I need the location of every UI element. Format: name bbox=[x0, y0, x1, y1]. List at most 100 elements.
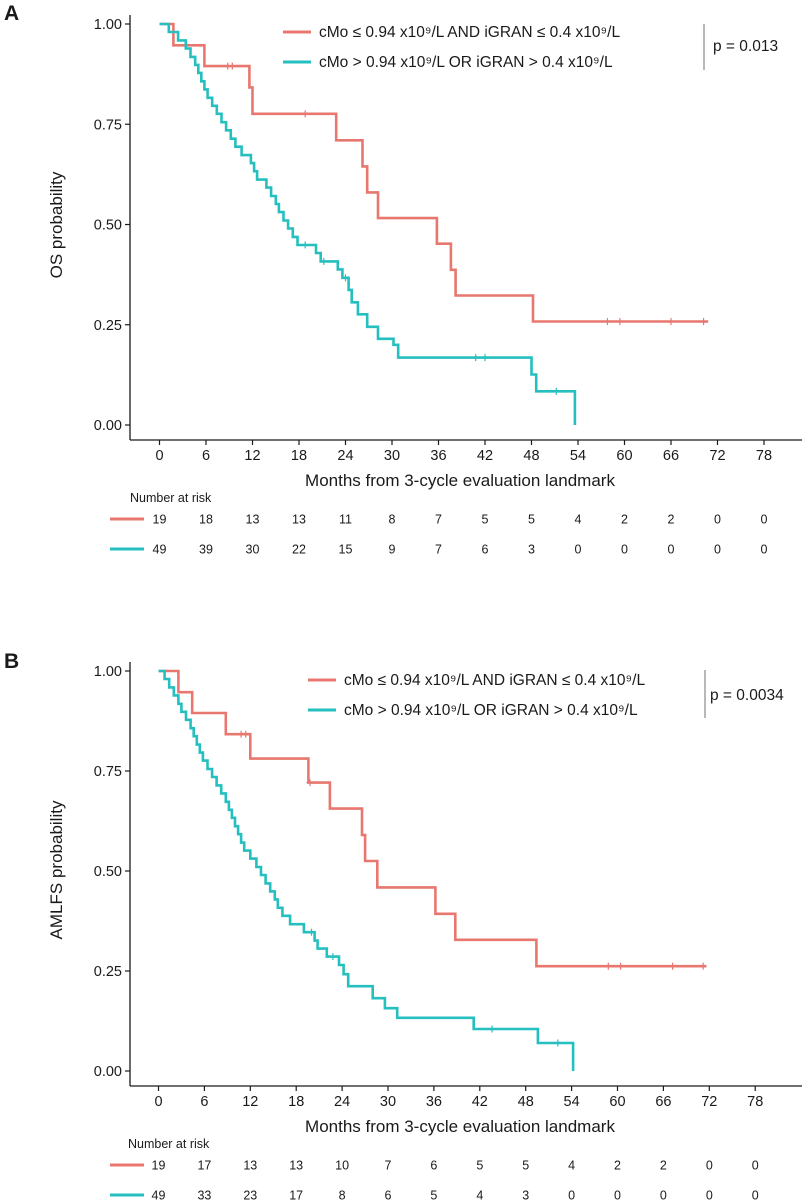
risk-count: 49 bbox=[153, 543, 167, 557]
x-tick-label: 48 bbox=[523, 448, 539, 464]
y-tick-label: 0.50 bbox=[94, 864, 122, 880]
risk-count: 6 bbox=[482, 543, 489, 557]
risk-count: 4 bbox=[575, 513, 582, 527]
risk-count: 5 bbox=[528, 513, 535, 527]
risk-count: 0 bbox=[706, 1189, 713, 1200]
risk-count: 3 bbox=[528, 543, 535, 557]
risk-count: 11 bbox=[339, 513, 352, 527]
risk-count: 0 bbox=[568, 1189, 575, 1200]
risk-table-title: Number at risk bbox=[128, 1137, 210, 1151]
risk-count: 0 bbox=[761, 543, 768, 557]
y-axis-title: OS probability bbox=[47, 171, 66, 278]
x-tick-label: 6 bbox=[200, 1094, 208, 1110]
survival-curve-1 bbox=[159, 22, 709, 323]
risk-count: 13 bbox=[243, 1159, 257, 1173]
legend-label-2: cMo > 0.94 x10⁹/L OR iGRAN > 0.4 x10⁹/L bbox=[319, 54, 613, 71]
panel-a: A0.000.250.500.751.000 6 12 18 24 30 36 42 48 54 6… bbox=[4, 2, 802, 557]
y-tick-label: 0.75 bbox=[94, 117, 122, 133]
risk-count: 17 bbox=[289, 1189, 303, 1200]
risk-count: 5 bbox=[476, 1159, 483, 1173]
y-tick-label: 0.25 bbox=[94, 964, 122, 980]
x-tick-label: 18 bbox=[291, 448, 307, 464]
x-tick-label: 78 bbox=[747, 1094, 763, 1110]
risk-count: 8 bbox=[339, 1189, 346, 1200]
risk-count: 19 bbox=[152, 1159, 166, 1173]
risk-count: 0 bbox=[668, 543, 675, 557]
risk-count: 0 bbox=[714, 513, 721, 527]
risk-count: 6 bbox=[385, 1189, 392, 1200]
x-tick-label: 18 bbox=[288, 1094, 304, 1110]
p-value: p = 0.013 bbox=[713, 38, 778, 55]
x-tick-label: 60 bbox=[616, 448, 632, 464]
panel-label: A bbox=[4, 2, 19, 25]
x-tick-label: 72 bbox=[701, 1094, 717, 1110]
y-tick-label: 0.00 bbox=[94, 418, 122, 434]
x-tick-label: 24 bbox=[334, 1094, 350, 1110]
risk-count: 13 bbox=[292, 513, 306, 527]
risk-count: 30 bbox=[246, 543, 260, 557]
risk-count: 13 bbox=[289, 1159, 303, 1173]
risk-count: 17 bbox=[197, 1159, 211, 1173]
risk-count: 49 bbox=[152, 1189, 166, 1200]
p-value: p = 0.0034 bbox=[710, 687, 784, 704]
risk-table-title: Number at risk bbox=[130, 491, 212, 505]
survival-curve-2 bbox=[158, 669, 575, 1071]
x-tick-label: 54 bbox=[564, 1094, 580, 1110]
x-tick-label: 66 bbox=[663, 448, 679, 464]
risk-count: 6 bbox=[430, 1159, 437, 1173]
y-tick-label: 0.75 bbox=[94, 764, 122, 780]
x-tick-label: 0 bbox=[154, 1094, 162, 1110]
x-tick-label: 36 bbox=[426, 1094, 442, 1110]
risk-count: 7 bbox=[385, 1159, 392, 1173]
risk-count: 0 bbox=[706, 1159, 713, 1173]
risk-count: 18 bbox=[199, 513, 213, 527]
risk-count: 15 bbox=[339, 543, 353, 557]
x-tick-label: 60 bbox=[609, 1094, 625, 1110]
survival-curve-2 bbox=[159, 22, 577, 425]
risk-count: 22 bbox=[292, 543, 306, 557]
risk-count: 0 bbox=[660, 1189, 667, 1200]
risk-count: 0 bbox=[714, 543, 721, 557]
panel-label: B bbox=[4, 650, 19, 673]
risk-count: 10 bbox=[335, 1159, 349, 1173]
risk-count: 2 bbox=[668, 513, 675, 527]
legend-label-2: cMo > 0.94 x10⁹/L OR iGRAN > 0.4 x10⁹/L bbox=[344, 702, 638, 719]
risk-count: 39 bbox=[199, 543, 213, 557]
risk-count: 5 bbox=[430, 1189, 437, 1200]
x-tick-label: 48 bbox=[518, 1094, 534, 1110]
risk-count: 0 bbox=[614, 1189, 621, 1200]
y-tick-label: 1.00 bbox=[94, 664, 122, 680]
risk-count: 0 bbox=[761, 513, 768, 527]
legend-label-1: cMo ≤ 0.94 x10⁹/L AND iGRAN ≤ 0.4 x10⁹/L bbox=[319, 24, 620, 41]
x-tick-label: 24 bbox=[337, 448, 353, 464]
risk-count: 4 bbox=[568, 1159, 575, 1173]
x-tick-label: 30 bbox=[384, 448, 400, 464]
risk-count: 19 bbox=[153, 513, 167, 527]
x-tick-label: 0 bbox=[155, 448, 163, 464]
x-tick-label: 6 bbox=[202, 448, 210, 464]
survival-curve-1 bbox=[158, 669, 707, 968]
y-tick-label: 0.25 bbox=[94, 318, 122, 334]
risk-count: 4 bbox=[476, 1189, 483, 1200]
x-tick-label: 78 bbox=[756, 448, 772, 464]
risk-count: 8 bbox=[389, 513, 396, 527]
risk-count: 5 bbox=[522, 1159, 529, 1173]
x-tick-label: 12 bbox=[244, 448, 260, 464]
risk-count: 13 bbox=[246, 513, 260, 527]
x-axis-title: Months from 3-cycle evaluation landmark bbox=[305, 471, 615, 490]
y-tick-label: 0.50 bbox=[94, 218, 122, 234]
x-tick-label: 42 bbox=[472, 1094, 488, 1110]
risk-count: 5 bbox=[482, 513, 489, 527]
risk-count: 23 bbox=[243, 1189, 257, 1200]
panel-b: B0.000.250.500.751.000 6 12 18 24 30 36 42 48 54 6… bbox=[4, 650, 802, 1200]
risk-count: 7 bbox=[435, 513, 442, 527]
risk-count: 33 bbox=[197, 1189, 211, 1200]
x-tick-label: 66 bbox=[655, 1094, 671, 1110]
risk-count: 0 bbox=[752, 1189, 759, 1200]
x-tick-label: 36 bbox=[430, 448, 446, 464]
y-axis-title: AMLFS probability bbox=[47, 800, 66, 939]
x-tick-label: 42 bbox=[477, 448, 493, 464]
y-tick-label: 0.00 bbox=[94, 1064, 122, 1080]
x-tick-label: 30 bbox=[380, 1094, 396, 1110]
risk-count: 7 bbox=[435, 543, 442, 557]
